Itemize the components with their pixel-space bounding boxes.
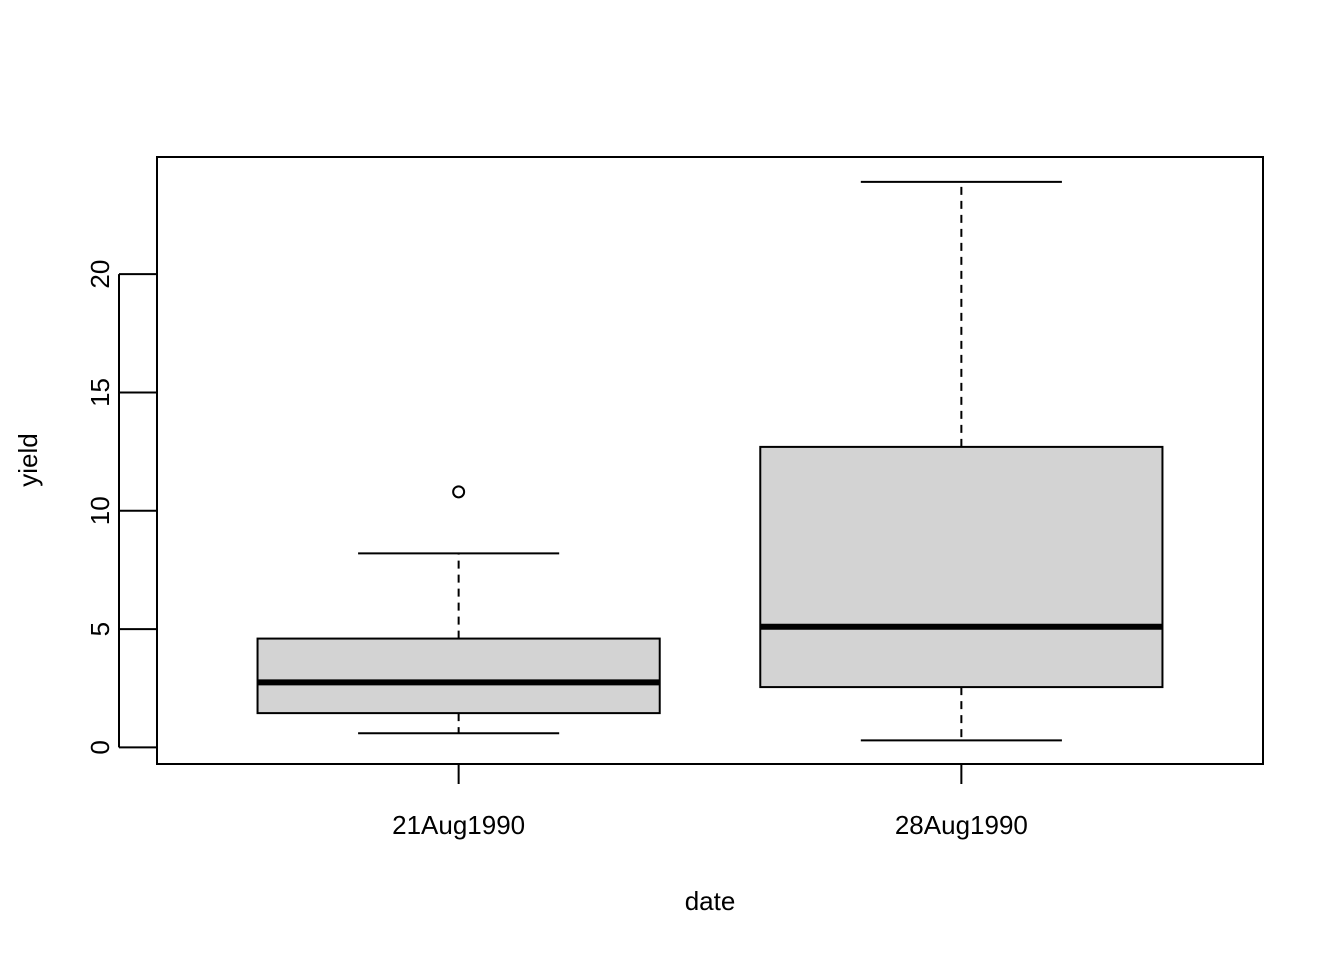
y-axis: 0 5 10 15 20 [85,260,157,755]
y-axis-title: yield [13,433,43,486]
box-group [759,180,1164,742]
boxes [256,180,1164,742]
x-tick-label: 21Aug1990 [392,810,525,840]
y-tick-label: 10 [85,496,115,525]
iqr-box [256,637,661,715]
outlier-point [452,485,466,499]
box-group [256,485,661,735]
y-tick-label: 5 [85,622,115,636]
x-tick-label: 28Aug1990 [895,810,1028,840]
plot-frame [156,156,1264,765]
y-tick-label: 0 [85,740,115,754]
x-axis-title: date [685,886,736,916]
y-tick-label: 20 [85,260,115,289]
iqr-box [759,445,1164,689]
x-axis: 21Aug1990 28Aug1990 [392,764,1028,840]
y-tick-label: 15 [85,378,115,407]
